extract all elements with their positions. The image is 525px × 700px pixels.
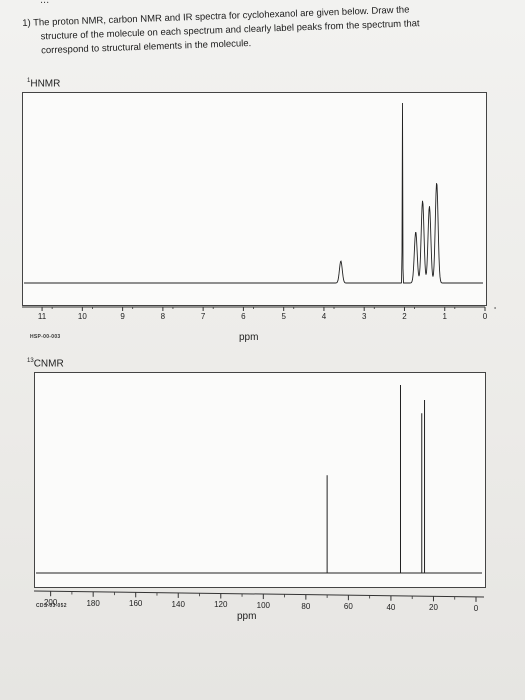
- cnmr-tick-label: 80: [301, 601, 311, 611]
- cnmr-label-superscript: 13: [27, 358, 34, 364]
- cnmr-tick-label: 160: [129, 599, 143, 609]
- hnmr-tick-label: 11: [37, 312, 47, 321]
- hnmr-trace: [24, 102, 483, 284]
- hnmr-tick-label: 4: [321, 312, 327, 321]
- hnmr-tick-label: 10: [77, 312, 87, 321]
- hnmr-label: 1HNMR: [27, 78, 60, 89]
- hnmr-tick-label: 2: [402, 312, 407, 321]
- hnmr-label-superscript: 1: [27, 78, 31, 84]
- cut-off-header: ...: [40, 0, 50, 6]
- cnmr-tick-label: 200: [43, 598, 58, 608]
- cnmr-tick-label: 0: [473, 603, 479, 613]
- hnmr-tick-label: 3: [361, 312, 367, 321]
- hnmr-tick-label: 7: [200, 312, 206, 321]
- cnmr-label: 13CNMR: [27, 358, 64, 369]
- cnmr-tick-label: 20: [429, 603, 438, 613]
- hnmr-tick-label: 8: [160, 312, 166, 321]
- hnmr-tick-label: 6: [241, 312, 246, 321]
- hnmr-tick-label: 9: [120, 312, 125, 321]
- hnmr-label-text: HNMR: [30, 78, 61, 90]
- cnmr-axis-line: [33, 590, 485, 598]
- cnmr-tick-label: 40: [386, 602, 396, 612]
- hnmr-tick-label: 0: [482, 312, 488, 321]
- cnmr-code: CDS-03-052: [36, 603, 67, 609]
- hnmr-xlabel: ppm: [239, 332, 259, 343]
- cnmr-tick-label: 180: [86, 598, 100, 608]
- cnmr-tick-label: 140: [171, 599, 185, 609]
- cnmr-spectrum-frame: [34, 372, 486, 588]
- cnmr-tick-label: 100: [256, 601, 270, 611]
- hnmr-tick-label: 1: [442, 312, 447, 321]
- hnmr-tick-label: 5: [281, 312, 286, 321]
- cnmr-label-text: CNMR: [33, 358, 64, 370]
- cnmr-tick-label: 60: [343, 602, 353, 612]
- cnmr-xlabel: ppm: [237, 611, 257, 622]
- hnmr-code: HSP-00-003: [30, 334, 61, 340]
- hnmr-spectrum-frame: [22, 92, 487, 306]
- cnmr-tick-label: 120: [214, 600, 228, 610]
